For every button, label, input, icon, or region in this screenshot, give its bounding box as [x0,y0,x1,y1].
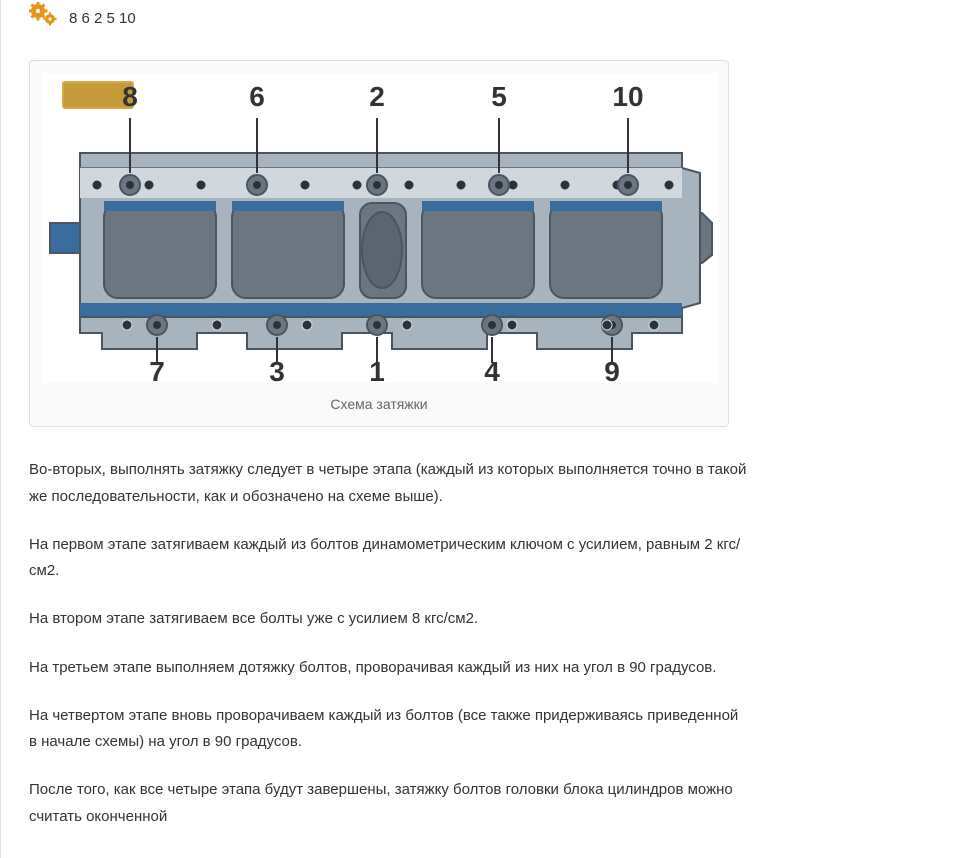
bolt-label-5: 5 [491,81,507,112]
tightening-diagram: vazremont.com [42,73,718,383]
bolt-label-1: 1 [369,356,385,383]
page-root: 8 6 2 5 10 vazremont.com [0,0,961,858]
paragraph-1: Во-вторых, выполнять затяжку следует в ч… [29,457,749,510]
paragraph-3: На втором этапе затягиваем все болты уже… [29,606,749,632]
paragraph-6: После того, как все четыре этапа будут з… [29,777,749,830]
bolt-label-7: 7 [149,356,165,383]
figure-caption: Схема затяжки [42,383,716,417]
watermark-text: vazremont.com [67,91,129,101]
bolt-label-8: 8 [122,81,138,112]
sequence-text: 8 6 2 5 10 [69,6,136,32]
figure-container: vazremont.com [29,60,729,428]
bolt-label-9: 9 [604,356,620,383]
bolt-label-10: 10 [612,81,643,112]
gears-icon [29,2,57,35]
paragraph-4: На третьем этапе выполняем дотяжку болто… [29,655,749,681]
top-row: 8 6 2 5 10 [29,0,961,35]
bolt-label-4: 4 [484,356,500,383]
bolt-label-2: 2 [369,81,385,112]
bolt-label-3: 3 [269,356,285,383]
bolt-label-6: 6 [249,81,265,112]
paragraph-2: На первом этапе затягиваем каждый из бол… [29,532,749,585]
paragraph-5: На четвертом этапе вновь проворачиваем к… [29,703,749,756]
